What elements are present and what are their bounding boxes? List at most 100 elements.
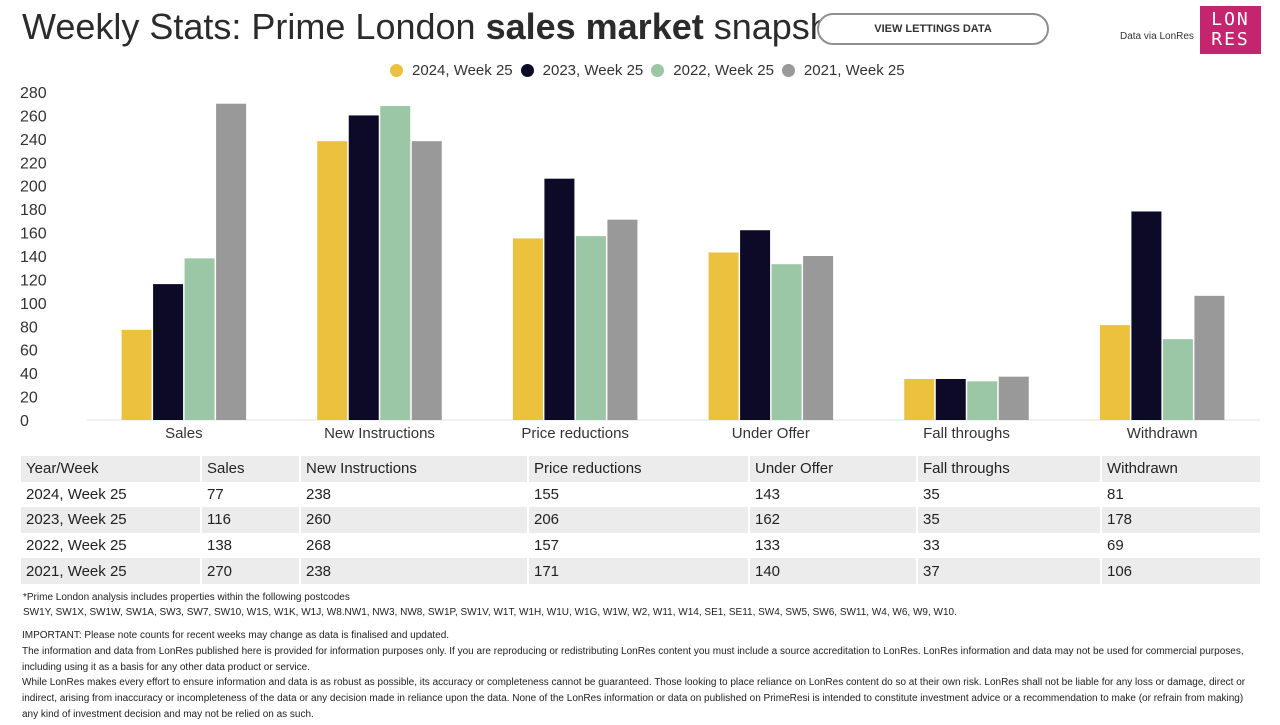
bar (121, 329, 152, 420)
legend-swatch (390, 64, 403, 77)
table-header-cell: Under Offer (750, 456, 918, 482)
table-header-cell: New Instructions (301, 456, 529, 482)
bar (216, 103, 247, 420)
y-tick-label: 160 (20, 226, 47, 243)
table-row: 2021, Week 25 270 238 171 140 37 106 (21, 558, 1260, 584)
legend-label: 2024, Week 25 (412, 62, 513, 79)
table-cell: 2021, Week 25 (21, 558, 202, 584)
bar (803, 256, 834, 420)
x-category-label: Price reductions (521, 425, 629, 442)
table-row: 2023, Week 25 116 260 206 162 35 178 (21, 507, 1260, 533)
table-cell: 33 (918, 532, 1102, 559)
table-header-cell: Fall throughs (918, 456, 1102, 482)
bar (607, 219, 638, 420)
table-header-cell: Year/Week (21, 456, 202, 482)
table-cell: 178 (1107, 511, 1133, 529)
table-cell: 2023, Week 25 (21, 507, 202, 533)
legend-item: 2023, Week 25 (520, 62, 644, 79)
table-cell: 268 (301, 532, 529, 559)
bar (771, 264, 802, 420)
legend-label: 2021, Week 25 (803, 62, 905, 79)
bar (380, 106, 411, 421)
legend-swatch (651, 64, 665, 77)
table-cell: 77 (202, 481, 301, 508)
table-cell: 2022, Week 25 (21, 532, 202, 559)
table-cell: 270 (202, 558, 301, 584)
table-cell: 69 (1107, 537, 1124, 555)
x-category-label: New Instructions (324, 425, 435, 442)
y-tick-label: 240 (20, 132, 47, 149)
legend-label: 2022, Week 25 (673, 62, 774, 79)
table-cell: 2024, Week 25 (21, 481, 202, 508)
table-cell: 133 (750, 532, 918, 559)
data-table: Year/Week Sales New Instructions Price redu… (21, 456, 1260, 584)
y-tick-label: 60 (20, 343, 38, 360)
table-cell: 157 (529, 532, 750, 559)
legend-label: 2023, Week 25 (542, 62, 644, 79)
table-cell: 140 (750, 558, 918, 584)
liability-note: While LonRes makes every effort to ensur… (22, 677, 1246, 720)
x-category-label: Under Offer (732, 425, 810, 442)
x-category-label: Withdrawn (1127, 425, 1198, 442)
bar-chart: 280260240220200180160140120100806040200S… (20, 85, 1260, 442)
bar (411, 141, 442, 420)
table-cell: 81 (1107, 485, 1124, 503)
table-cell: 171 (529, 558, 750, 584)
table-row: 2022, Week 25 138 268 157 133 33 69 (21, 532, 1260, 559)
chart-legend: 2024, Week 25 2023, Week 25 2022, Week 25 2… (390, 62, 913, 79)
y-tick-label: 40 (20, 366, 38, 383)
x-category-label: Sales (165, 425, 203, 442)
table-cell: 238 (301, 481, 529, 508)
legend-swatch (781, 64, 795, 77)
table-cell: 35 (918, 481, 1102, 508)
bar (544, 178, 575, 420)
legend-item: 2024, Week 25 (390, 62, 513, 79)
bar (1131, 211, 1162, 420)
table-cell: 106 (1107, 562, 1133, 580)
bar (317, 141, 348, 420)
bar (512, 238, 543, 420)
bar (1162, 339, 1193, 420)
y-tick-label: 80 (20, 319, 38, 336)
table-header-cell: Withdrawn (1107, 460, 1178, 478)
postcodes-note: *Prime London analysis includes properti… (23, 590, 957, 620)
bar (904, 379, 935, 420)
bar (708, 252, 739, 420)
table-header-row: Year/Week Sales New Instructions Price redu… (21, 456, 1260, 482)
table-cell: 35 (918, 507, 1102, 533)
y-tick-label: 180 (20, 202, 47, 219)
page-title: Weekly Stats: Prime London sales market … (22, 6, 860, 47)
bar (1099, 325, 1130, 420)
y-tick-label: 280 (20, 85, 47, 102)
table-row: 2024, Week 25 77 238 155 143 35 81 (21, 481, 1260, 508)
table-cell: 116 (202, 507, 301, 533)
table-cell: 162 (750, 507, 918, 533)
table-cell: 260 (301, 507, 529, 533)
x-category-label: Fall throughs (923, 425, 1010, 442)
y-tick-label: 100 (20, 296, 47, 313)
bar (1194, 295, 1225, 420)
legend-swatch (520, 64, 534, 77)
legend-item: 2021, Week 25 (781, 62, 905, 79)
table-cell: 155 (529, 481, 750, 508)
bar (740, 230, 771, 420)
disclaimer: IMPORTANT: Please note counts for recent… (22, 628, 1262, 723)
table-header-cell: Price reductions (529, 456, 750, 482)
table-header-cell: Sales (202, 456, 301, 482)
table-cell: 143 (750, 481, 918, 508)
y-tick-label: 140 (20, 249, 47, 266)
bar (967, 381, 998, 420)
bar (348, 115, 379, 420)
bar (998, 376, 1029, 420)
y-tick-label: 0 (20, 413, 29, 430)
info-note: The information and data from LonRes pub… (22, 645, 1244, 673)
postcodes-list: SW1Y, SW1X, SW1W, SW1A, SW3, SW7, SW10, … (23, 607, 957, 618)
postcodes-intro: *Prime London analysis includes properti… (23, 592, 350, 603)
table-cell: 206 (529, 507, 750, 533)
table-cell: 238 (301, 558, 529, 584)
view-lettings-data-button[interactable]: VIEW LETTINGS DATA (817, 13, 1049, 45)
y-tick-label: 20 (20, 390, 38, 407)
table-cell: 138 (202, 532, 301, 559)
bar (184, 258, 215, 420)
important-note: IMPORTANT: Please note counts for recent… (22, 630, 450, 641)
